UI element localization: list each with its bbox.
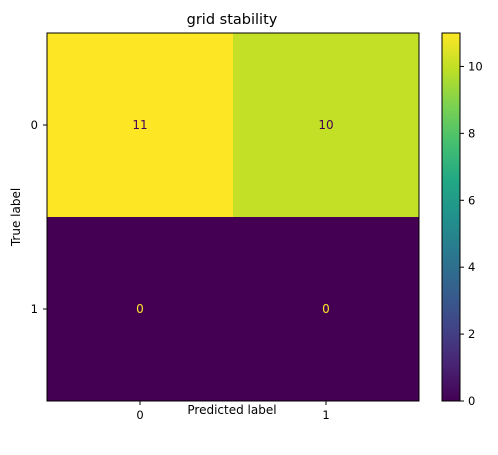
cell-value-label: 10 bbox=[318, 118, 333, 132]
colorbar bbox=[441, 32, 461, 402]
heatmap-value-labels: 11 10 0 0 bbox=[132, 118, 333, 316]
y-tick-label: 1 bbox=[31, 302, 38, 316]
colorbar-tick-label: 4 bbox=[468, 260, 475, 274]
cell-value-label: 0 bbox=[136, 302, 144, 316]
colorbar-tick-label: 6 bbox=[468, 193, 475, 207]
y-axis: 01 bbox=[31, 118, 47, 316]
colorbar-tick-label: 0 bbox=[468, 394, 475, 408]
x-tick-label: 0 bbox=[136, 408, 143, 422]
heatmap-cell bbox=[233, 33, 419, 217]
colorbar-tick-label: 2 bbox=[468, 327, 475, 341]
x-axis-label: Predicted label bbox=[187, 403, 276, 417]
heatmap-cell bbox=[47, 33, 233, 217]
colorbar-tick-label: 8 bbox=[468, 126, 475, 140]
y-tick-label: 0 bbox=[31, 118, 38, 132]
x-tick-label: 1 bbox=[322, 408, 329, 422]
cell-value-label: 11 bbox=[132, 118, 147, 132]
heatmap-cell bbox=[47, 217, 233, 401]
colorbar-tick-label: 10 bbox=[468, 59, 483, 73]
heatmap-cells bbox=[47, 33, 419, 401]
cell-value-label: 0 bbox=[322, 302, 330, 316]
colorbar-axis: 0 2 4 6 8 10 bbox=[460, 59, 483, 408]
heatmap-cell bbox=[233, 217, 419, 401]
y-axis-label: True label bbox=[9, 188, 23, 247]
plot-frame bbox=[46, 32, 420, 402]
chart-title: grid stability bbox=[187, 12, 278, 28]
